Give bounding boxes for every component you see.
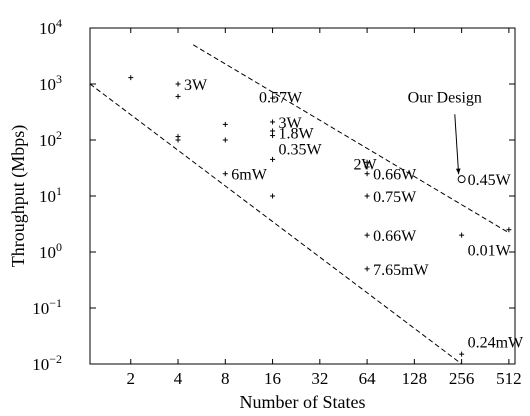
y-tick-label: 10−2 — [32, 352, 62, 374]
x-tick-label: 256 — [449, 369, 475, 388]
data-point — [364, 193, 370, 199]
axis-ticks: 2 4 8 16 32 64 128 256 512 10−2 10−1 100 101 102 103 10… — [32, 16, 521, 388]
y-tick-label: 103 — [39, 72, 62, 94]
x-tick-label: 128 — [402, 369, 428, 388]
data-point — [175, 137, 181, 143]
power-annotation: 0.66W — [373, 167, 417, 184]
data-point — [222, 171, 228, 177]
data-point — [128, 75, 134, 81]
power-annotation: 0.01W — [468, 243, 512, 260]
x-tick-label: 8 — [221, 369, 230, 388]
data-point — [222, 121, 228, 127]
data-point — [364, 171, 370, 177]
our-design-point — [457, 175, 466, 184]
power-annotation: 1.8W — [279, 126, 315, 143]
data-point — [270, 119, 276, 125]
point-annotations: 3W0.57W3W1.8W0.35W6mW2W0.66W0.75W0.66W7.… — [184, 77, 524, 352]
data-point — [270, 128, 276, 134]
power-annotation: 0.24mW — [468, 335, 524, 352]
power-annotation: 0.35W — [279, 142, 323, 159]
data-point — [270, 95, 276, 101]
y-tick-label: 100 — [39, 240, 62, 262]
x-tick-label: 32 — [311, 369, 328, 388]
x-tick-label: 512 — [496, 369, 522, 388]
y-tick-label: 104 — [39, 16, 62, 38]
power-annotation: 7.65mW — [373, 262, 429, 279]
callout-arrow — [454, 114, 460, 175]
data-point — [175, 93, 181, 99]
data-point — [270, 193, 276, 199]
data-points — [128, 75, 512, 357]
x-tick-label: 64 — [359, 369, 377, 388]
power-annotation: 0.66W — [373, 228, 417, 245]
data-point — [222, 137, 228, 143]
data-point — [364, 266, 370, 272]
data-point — [270, 156, 276, 162]
x-tick-label: 4 — [174, 369, 183, 388]
power-annotation: 6mW — [231, 167, 267, 184]
data-point — [459, 351, 465, 357]
y-tick-label: 102 — [39, 128, 62, 150]
x-tick-label: 2 — [127, 369, 136, 388]
power-annotation: 3W — [279, 115, 303, 132]
plot-frame — [89, 27, 516, 365]
power-annotation: 0.45W — [468, 172, 512, 189]
reference-lines — [89, 44, 510, 365]
callout-label: Our Design — [408, 89, 482, 106]
power-annotation: 0.57W — [259, 89, 303, 106]
data-point — [506, 227, 512, 233]
data-point — [364, 232, 370, 238]
reference-line-1 — [89, 83, 462, 365]
y-axis-label: Throughput (Mbps) — [8, 125, 29, 268]
data-point — [270, 133, 276, 139]
power-annotation: 2W — [353, 157, 377, 174]
power-annotation: 0.75W — [373, 189, 417, 206]
y-tick-label: 10−1 — [32, 296, 62, 318]
our-design-callout: Our Design — [408, 89, 482, 175]
data-point — [364, 159, 370, 165]
x-axis-label: Number of States — [240, 392, 366, 412]
data-point — [459, 232, 465, 238]
data-point — [175, 81, 181, 87]
power-annotation: 3W — [184, 77, 208, 94]
y-tick-label: 101 — [39, 184, 62, 206]
callout-arrowhead — [455, 168, 461, 175]
x-tick-label: 16 — [264, 369, 281, 388]
reference-line-2 — [192, 44, 510, 234]
data-point — [364, 164, 370, 170]
